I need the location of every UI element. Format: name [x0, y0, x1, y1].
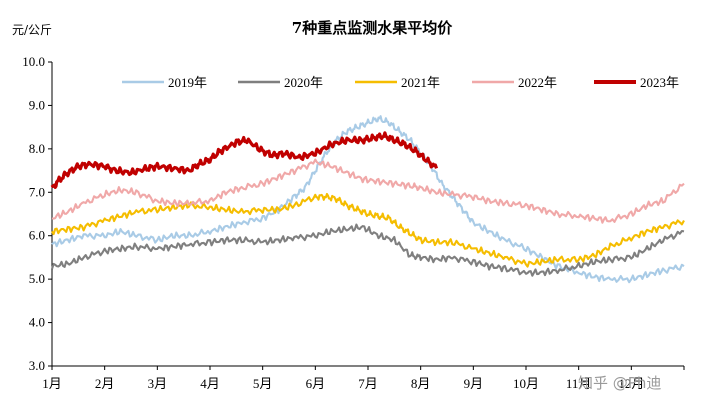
x-tick-label: 2月 — [95, 376, 115, 391]
y-tick-label: 7.0 — [29, 184, 45, 199]
plot-area — [50, 115, 685, 284]
series-line-2021 — [51, 192, 685, 268]
watermark: 知乎 @Ph迪 — [578, 374, 661, 392]
legend-label: 2021年 — [401, 75, 440, 90]
legend-label: 2020年 — [284, 75, 323, 90]
series-line-2022 — [51, 158, 685, 224]
y-tick-label: 3.0 — [29, 358, 45, 373]
x-tick-label: 12月 — [618, 376, 644, 391]
y-tick-label: 9.0 — [29, 97, 45, 112]
chart-title: 7种重点监测水果平均价 — [292, 19, 453, 37]
y-tick-label: 8.0 — [29, 141, 45, 156]
y-axis: 3.0 4.0 5.0 6.0 7.0 8.0 9.0 10.0 — [22, 54, 53, 373]
y-tick-label: 4.0 — [29, 315, 45, 330]
legend-label: 2019年 — [168, 75, 207, 90]
x-tick-label: 5月 — [253, 376, 273, 391]
x-tick-label: 9月 — [464, 376, 484, 391]
x-tick-label: 3月 — [148, 376, 168, 391]
series-line-2020 — [50, 223, 685, 277]
x-tick-label: 6月 — [306, 376, 326, 391]
y-axis-unit: 元/公斤 — [12, 23, 52, 37]
x-axis: 1月 2月 3月 4月 5月 6月 7月 8月 9月 10月 11月 12月 — [42, 365, 685, 391]
x-tick-label: 8月 — [411, 376, 431, 391]
legend-label: 2022年 — [518, 75, 557, 90]
series-line-2019 — [51, 115, 685, 284]
legend-label: 2023年 — [640, 75, 679, 90]
y-tick-label: 6.0 — [29, 228, 45, 243]
y-tick-label: 5.0 — [29, 271, 45, 286]
x-tick-label: 7月 — [358, 376, 378, 391]
x-tick-label: 11月 — [566, 376, 592, 391]
x-tick-label: 4月 — [200, 376, 220, 391]
legend: 2019年 2020年 2021年 2022年 2023年 — [122, 75, 679, 90]
y-tick-label: 10.0 — [22, 54, 45, 69]
x-tick-label: 10月 — [513, 376, 539, 391]
series-line-2023 — [50, 131, 439, 189]
x-tick-label: 1月 — [42, 376, 62, 391]
